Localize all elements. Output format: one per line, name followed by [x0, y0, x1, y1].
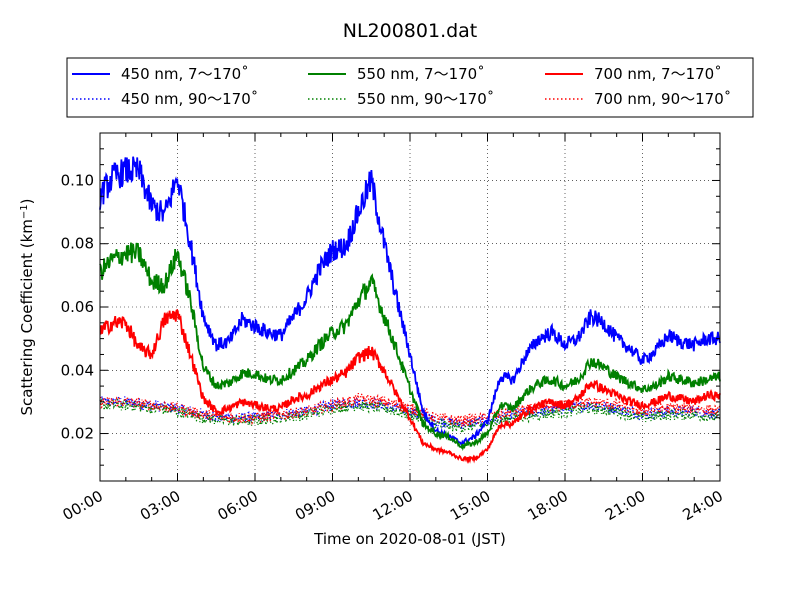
y-tick-label: 0.10: [61, 171, 94, 189]
y-axis: 0.02 0.04 0.06 0.08 0.10: [61, 132, 720, 482]
legend-label: 700 nm, 90～170˚: [594, 90, 731, 108]
y-axis-label-text: Scattering Coefficient (km: [18, 219, 36, 415]
grid: [100, 133, 720, 481]
y-axis-label-exponent: −1: [19, 204, 30, 219]
series-line: [99, 156, 721, 448]
y-tick-label: 0.02: [61, 425, 94, 443]
x-axis-label: Time on 2020-08-01 (JST): [313, 530, 506, 548]
legend-label: 550 nm, 90～170˚: [357, 90, 494, 108]
y-tick-label: 0.04: [61, 361, 94, 379]
legend-label: 550 nm, 7～170˚: [357, 65, 485, 83]
y-axis-label-close: ): [18, 198, 36, 204]
legend: 450 nm, 7～170˚ 450 nm, 90～170˚ 550 nm, 7～1…: [66, 57, 754, 118]
series-line: [99, 242, 721, 452]
legend-box: [66, 57, 754, 118]
series-line: [99, 309, 721, 464]
y-tick-label: 0.08: [61, 235, 94, 253]
legend-label: 450 nm, 7～170˚: [121, 65, 249, 83]
series-layer: [99, 156, 721, 464]
legend-label: 450 nm, 90～170˚: [121, 90, 258, 108]
legend-label: 700 nm, 7～170˚: [594, 65, 722, 83]
y-tick-label: 0.06: [61, 298, 94, 316]
y-axis-label: Scattering Coefficient (km−1): [18, 198, 36, 415]
chart-title: NL200801.dat: [343, 20, 478, 42]
